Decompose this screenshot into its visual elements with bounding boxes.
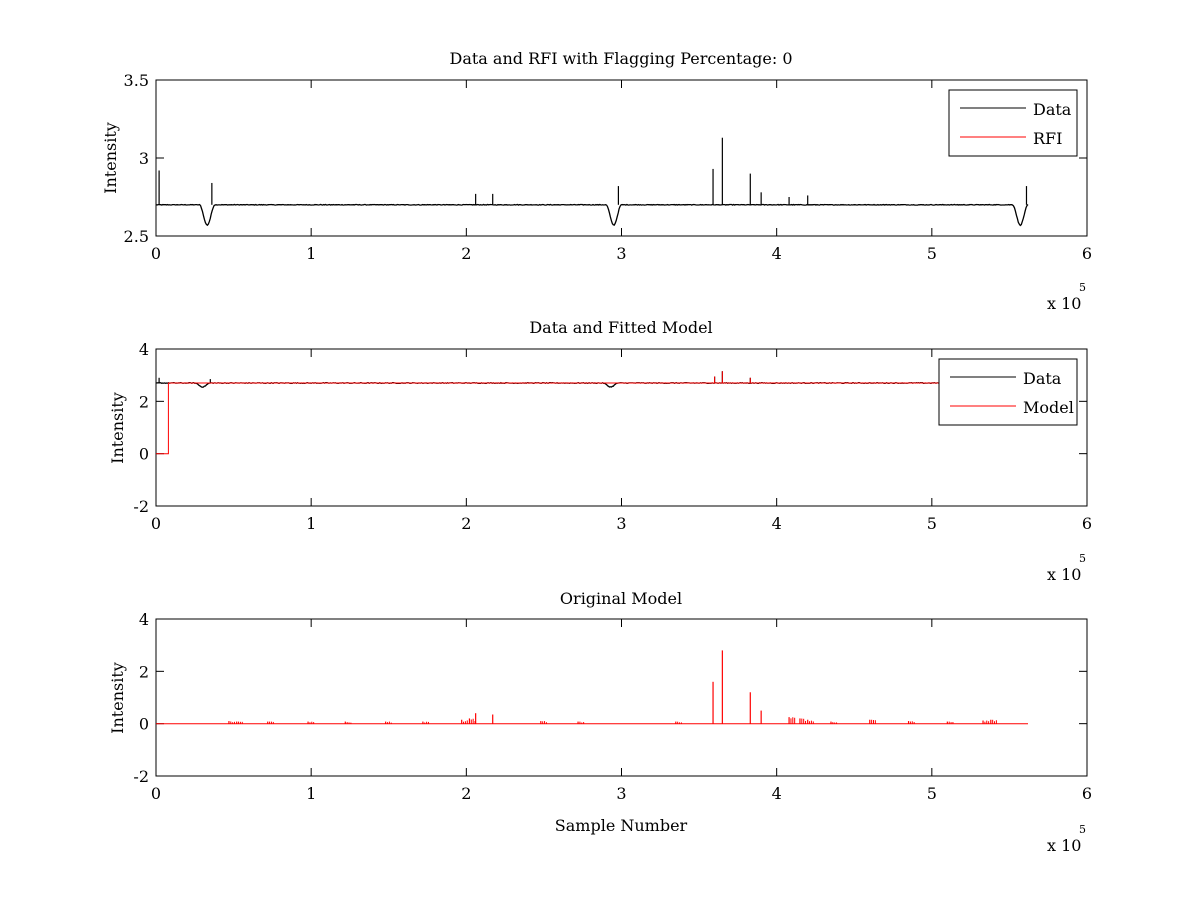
series-line-data (156, 203, 1029, 227)
x-tick-label: 4 (772, 244, 782, 263)
x-multiplier-base: x 10 (1047, 294, 1081, 313)
subplot-original-model: Original Model Intensity Sample Number x… (108, 589, 1092, 855)
legend-entry: Data (1023, 369, 1062, 388)
x-tick-label: 3 (616, 784, 626, 803)
legend-entry: Data (1033, 100, 1072, 119)
legend-box (938, 358, 1078, 426)
x-multiplier-exponent: 5 (1079, 552, 1086, 565)
x-multiplier-exponent: 5 (1079, 823, 1086, 836)
x-tick-label: 6 (1082, 244, 1092, 263)
y-tick-label: 2 (139, 662, 149, 681)
x-tick-label: 2 (461, 514, 471, 533)
y-axis-label: Intensity (108, 392, 127, 464)
x-multiplier-base: x 10 (1047, 565, 1081, 584)
x-tick-label: 5 (927, 514, 937, 533)
x-tick-label: 1 (306, 244, 316, 263)
x-tick-label: 4 (772, 784, 782, 803)
x-tick-label: 5 (927, 244, 937, 263)
y-axis-label: Intensity (108, 662, 127, 734)
plot-area (156, 137, 1029, 227)
x-tick-label: 0 (151, 244, 161, 263)
x-tick-label: 1 (306, 514, 316, 533)
y-tick-label: -2 (133, 767, 149, 786)
x-multiplier-base: x 10 (1047, 836, 1081, 855)
x-tick-label: 6 (1082, 514, 1092, 533)
subplot-data-and-rfi: Data and RFI with Flagging Percentage: 0… (101, 49, 1092, 313)
x-tick-label: 0 (151, 514, 161, 533)
y-axis-label: Intensity (101, 122, 120, 194)
x-tick-label: 2 (461, 244, 471, 263)
x-tick-label: 4 (772, 514, 782, 533)
y-tick-label: -2 (133, 497, 149, 516)
legend: Data RFI (948, 89, 1078, 157)
x-tick-label: 1 (306, 784, 316, 803)
y-tick-label: 2.5 (124, 227, 149, 246)
legend-entry: RFI (1033, 129, 1062, 148)
legend: Data Model (938, 358, 1078, 426)
y-tick-label: 4 (139, 340, 149, 359)
plot-area (156, 371, 1029, 455)
y-tick-label: 3.5 (124, 71, 149, 90)
series-line-model (156, 382, 1028, 455)
x-tick-label: 3 (616, 514, 626, 533)
plot-area (156, 650, 1028, 725)
subplot-title: Data and Fitted Model (529, 318, 712, 337)
subplot-title: Data and RFI with Flagging Percentage: 0 (449, 49, 792, 68)
legend-box (948, 89, 1078, 157)
subplot-data-and-fitted-model: Data and Fitted Model Intensity x 10 5 0… (108, 318, 1092, 584)
x-tick-label: 5 (927, 784, 937, 803)
x-tick-label: 3 (616, 244, 626, 263)
legend-entry: Model (1023, 398, 1074, 417)
subplot-title: Original Model (560, 589, 682, 608)
y-tick-label: 4 (139, 610, 149, 629)
y-tick-label: 0 (139, 445, 149, 464)
x-multiplier-exponent: 5 (1079, 281, 1086, 294)
x-tick-label: 6 (1082, 784, 1092, 803)
y-tick-label: 0 (139, 715, 149, 734)
x-axis-label: Sample Number (555, 816, 688, 835)
x-tick-label: 2 (461, 784, 471, 803)
y-tick-label: 3 (139, 149, 149, 168)
x-tick-label: 0 (151, 784, 161, 803)
y-tick-label: 2 (139, 392, 149, 411)
